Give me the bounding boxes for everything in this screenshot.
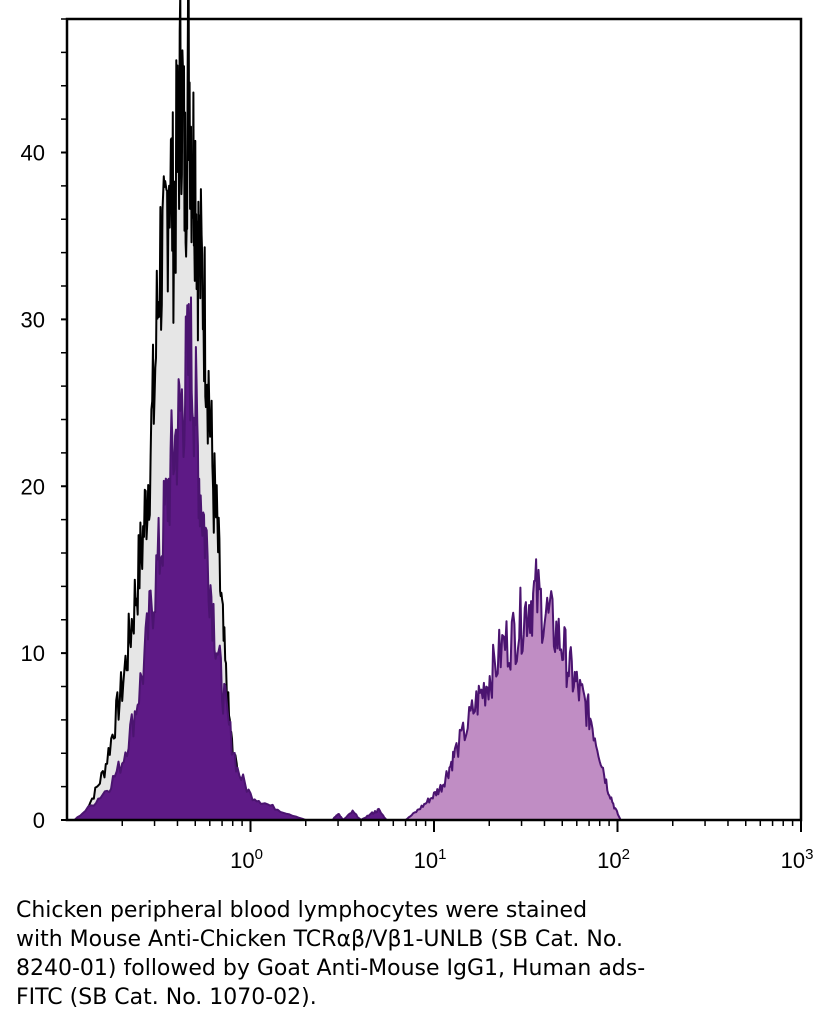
series-1-area: [74, 297, 306, 820]
histogram-chart: 0 10 20 30 40 100 101 102 103: [21, 0, 814, 873]
caption-line-4: FITC (SB Cat. No. 1070-02).: [16, 985, 317, 1010]
x-tick-label-100: 102: [597, 846, 630, 873]
y-tick-label-0: 0: [33, 808, 45, 833]
tick-layer: 0 10 20 30 40 100 101 102 103: [21, 18, 814, 873]
series-1-stained: [73, 296, 307, 821]
series-3-noise: [331, 807, 388, 821]
y-tick-label-30: 30: [21, 307, 45, 332]
figure-caption: Chicken peripheral blood lymphocytes wer…: [16, 896, 816, 1012]
series-2-stained: [405, 558, 622, 821]
series-2-area: [405, 559, 621, 820]
caption-line-1: Chicken peripheral blood lymphocytes wer…: [16, 898, 588, 923]
x-tick-label-1: 100: [230, 846, 263, 873]
series-2-outline: [405, 558, 622, 821]
caption-line-2: with Mouse Anti-Chicken TCRαβ/Vβ1-UNLB (…: [16, 927, 623, 952]
y-tick-label-40: 40: [21, 141, 45, 166]
series-3-outline: [331, 807, 388, 821]
series-layer: [73, 0, 622, 821]
y-tick-label-20: 20: [21, 474, 45, 499]
series-1-outline: [73, 296, 307, 821]
caption-line-3: 8240-01) followed by Goat Anti-Mouse IgG…: [16, 956, 646, 981]
y-tick-label-10: 10: [21, 641, 45, 666]
series-3-area: [332, 808, 387, 820]
series-0-outline: [80, 0, 284, 821]
x-tick-label-10: 101: [414, 846, 447, 873]
x-tick-label-1000: 103: [781, 846, 814, 873]
